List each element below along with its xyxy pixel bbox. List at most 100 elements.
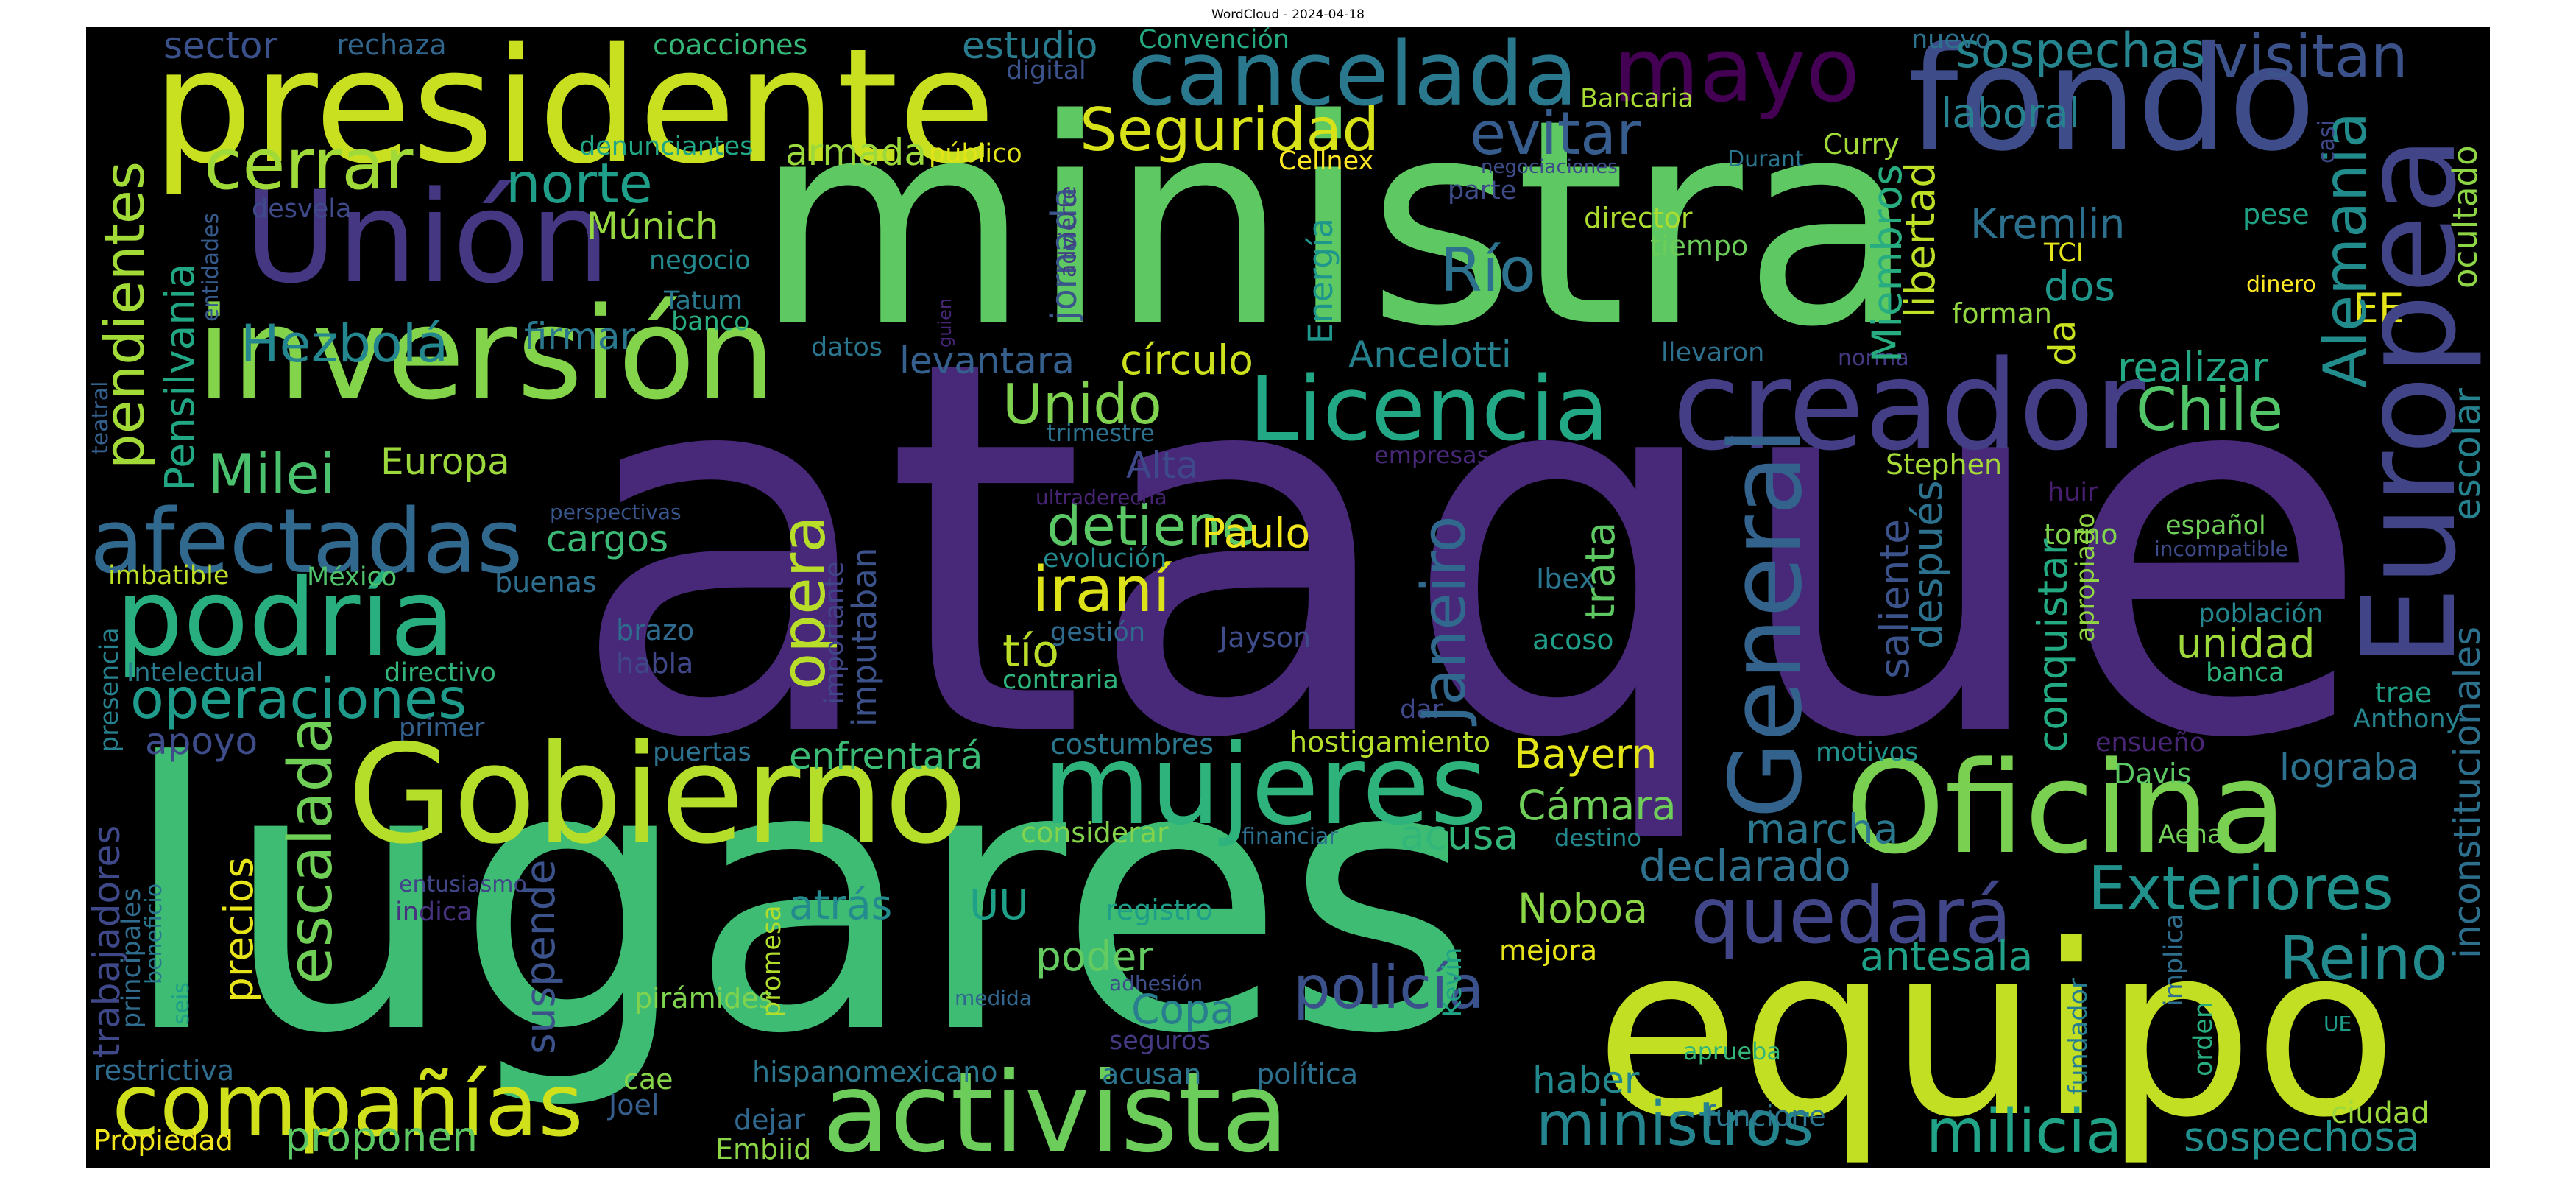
word: puertas xyxy=(653,738,751,767)
word: México xyxy=(307,562,397,592)
word: enfrentará xyxy=(789,735,983,777)
word: Oficina xyxy=(1845,734,2287,882)
word: brazo xyxy=(616,614,695,646)
word: hostigamiento xyxy=(1289,726,1491,758)
word: Pensilvania xyxy=(156,263,203,491)
word: Curry xyxy=(1823,128,1900,161)
word: Energía xyxy=(1301,218,1340,344)
word: Convención xyxy=(1139,27,1290,54)
word: Cámara xyxy=(1518,782,1677,829)
word: digital xyxy=(1006,56,1086,85)
word: llevaron xyxy=(1661,338,1765,367)
word: proponen xyxy=(285,1113,478,1160)
word: realizar xyxy=(2117,344,2268,391)
word: marcha xyxy=(1746,805,1899,853)
word: declarado xyxy=(1639,841,1851,891)
word: denunciantes xyxy=(579,132,754,161)
word: buenas xyxy=(495,566,597,599)
word: ministros xyxy=(1536,1090,1814,1160)
word: General xyxy=(1708,426,1824,819)
word: política xyxy=(1256,1058,1359,1090)
word: operaciones xyxy=(130,666,467,731)
word: promesa xyxy=(757,905,787,1017)
word: quedará xyxy=(1691,871,2012,961)
word: UE xyxy=(2324,1012,2352,1036)
word: poder xyxy=(1036,933,1153,980)
word: acusa xyxy=(1400,811,1519,858)
word: Bayern xyxy=(1514,730,1657,777)
word: población xyxy=(2198,599,2324,629)
word: equipo xyxy=(1595,895,2398,1168)
word: afectadas xyxy=(90,491,523,593)
word: cargos xyxy=(546,518,669,560)
word: evolución xyxy=(1043,544,1167,574)
word: Cellnex xyxy=(1278,147,1374,176)
word: escalada xyxy=(276,716,346,984)
word: Reino xyxy=(2279,924,2448,994)
word: orden xyxy=(2189,1001,2218,1076)
word: guien xyxy=(935,297,955,348)
word: Copa xyxy=(1131,986,1235,1033)
word: suspende xyxy=(517,859,564,1054)
word: contraria xyxy=(1002,666,1119,695)
word: Europa xyxy=(381,440,510,483)
word: visitan xyxy=(2213,27,2408,91)
word: EE xyxy=(2353,285,2405,332)
word: escolar xyxy=(2446,388,2488,521)
word: Kremlin xyxy=(1970,200,2126,247)
word: ensueño xyxy=(2095,728,2206,758)
word: iraní xyxy=(1032,554,1171,627)
word: apropiado xyxy=(2071,512,2101,642)
word: Múnich xyxy=(587,205,719,247)
word: ultraderecha xyxy=(1036,485,1167,509)
word: armada xyxy=(785,131,927,174)
word: beneficio xyxy=(141,883,167,984)
word: seguros xyxy=(1109,1026,1211,1056)
word: mayo xyxy=(1613,27,1860,122)
word: Propiedad xyxy=(93,1124,233,1157)
word: tío xyxy=(1002,626,1059,677)
word: antesala xyxy=(1860,933,2034,980)
word: implica xyxy=(2159,913,2189,1006)
word: Embiid xyxy=(715,1133,812,1165)
word: Joel xyxy=(609,1089,659,1121)
word: inversión xyxy=(197,280,776,428)
word: Noboa xyxy=(1518,885,1649,932)
word-cloud-canvas: ataque lugares ministra presidente equip… xyxy=(86,27,2490,1168)
word: gestión xyxy=(1050,618,1146,647)
word: cerrar xyxy=(204,124,414,205)
word: aprueba xyxy=(1683,1037,1781,1065)
word: advierte xyxy=(1055,186,1081,278)
word: directivo xyxy=(384,658,496,688)
word: imputaban xyxy=(845,547,884,727)
word: activista xyxy=(822,1049,1289,1168)
word: fondo xyxy=(1908,27,2316,183)
word: lugares xyxy=(121,685,1477,1114)
word: detiene xyxy=(1047,493,1256,558)
word: compañías xyxy=(112,1054,584,1156)
word: casi xyxy=(2314,120,2340,163)
word: Aena xyxy=(2158,820,2223,850)
word: da xyxy=(2041,320,2084,366)
word: banca xyxy=(2206,658,2285,688)
word: sector xyxy=(163,27,278,67)
word: fundador xyxy=(2064,978,2093,1095)
word: podría xyxy=(116,556,456,680)
word: Río xyxy=(1440,236,1536,306)
word: forman xyxy=(1952,297,2052,330)
word: Bancaria xyxy=(1580,84,1694,113)
word: adhesión xyxy=(1109,971,1203,995)
word: público xyxy=(929,139,1022,169)
word: Chile xyxy=(2136,375,2284,444)
word: Durant xyxy=(1727,147,1804,172)
word: sospechosa xyxy=(2184,1113,2420,1160)
word: trata xyxy=(1577,521,1624,620)
word: medida xyxy=(955,986,1032,1010)
word: Tatum xyxy=(664,286,743,316)
word: huir xyxy=(2048,478,2098,507)
word: sospechas xyxy=(1956,27,2206,79)
word: ataque xyxy=(568,251,2373,851)
word: considerar xyxy=(1021,817,1169,849)
word: nuevo xyxy=(1911,27,1992,54)
word: Ibex xyxy=(1536,562,1596,595)
